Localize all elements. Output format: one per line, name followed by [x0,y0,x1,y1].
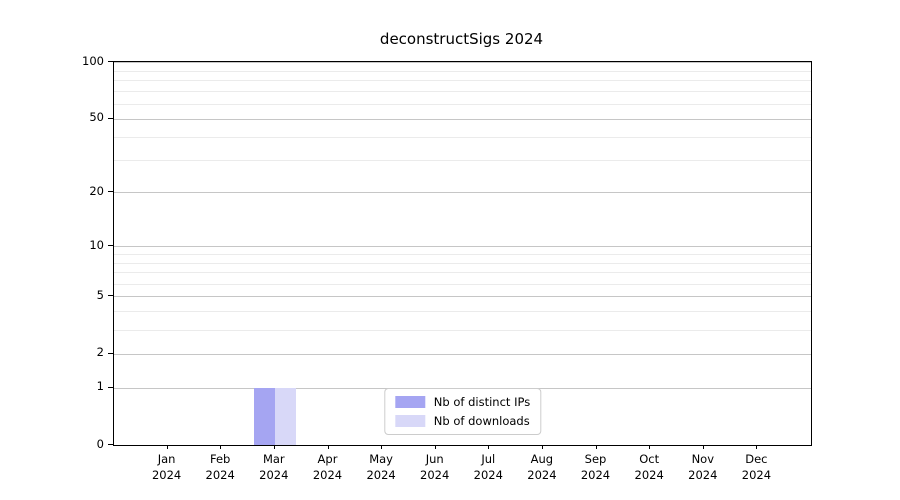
x-tick-8 [541,445,543,449]
legend: Nb of distinct IPs Nb of downloads [383,388,542,435]
y-tick-label-1: 1 [96,379,104,393]
x-tick-label-4: Apr 2024 [312,452,343,482]
y-tick-5 [108,295,113,297]
x-tick-label-10: Oct 2024 [634,452,664,482]
x-tick-label-1: Jan 2024 [151,452,182,482]
gridline-major-5 [114,296,811,298]
gridline-major-50 [114,118,811,120]
legend-label-downloads: Nb of downloads [433,414,530,428]
y-tick-10 [108,245,113,246]
x-tick-12 [756,445,758,449]
x-tick-3 [273,445,275,449]
bar-nb-of-distinct-ips-3 [253,387,275,445]
plot-area: Nb of distinct IPs Nb of downloads [113,61,812,446]
x-tick-label-3: Mar 2024 [259,452,289,482]
x-tick-label-5: May 2024 [366,452,396,482]
legend-label-distinct-ips: Nb of distinct IPs [433,395,531,409]
y-tick-2 [108,352,113,354]
gridline-major-2 [114,353,811,355]
y-tick-label-100: 100 [82,53,104,68]
gridline-minor-70 [114,91,811,93]
x-tick-label-11: Nov 2024 [688,452,718,482]
bar-nb-of-downloads-3 [274,387,296,445]
x-tick-5 [381,445,383,449]
chart-title: deconstructSigs 2024 [379,30,544,48]
gridline-minor-6 [114,283,811,285]
gridline-minor-30 [114,160,811,161]
y-tick-0 [108,444,113,445]
gridline-minor-80 [114,80,811,82]
gridline-minor-3 [114,330,811,331]
y-tick-label-0: 0 [96,436,104,451]
gridline-minor-90 [114,70,811,72]
gridline-minor-40 [114,136,811,138]
gridline-minor-60 [114,103,811,105]
x-tick-6 [434,445,436,449]
y-tick-1 [108,386,113,388]
x-tick-7 [488,445,490,449]
x-tick-4 [327,445,329,449]
x-tick-label-12: Dec 2024 [741,452,772,482]
x-tick-label-6: Jun 2024 [420,452,450,482]
x-tick-label-8: Aug 2024 [527,452,557,482]
gridline-major-10 [114,246,811,247]
gridline-minor-8 [114,262,811,264]
x-tick-label-2: Feb 2024 [205,452,235,482]
x-tick-9 [595,445,597,449]
legend-entry-downloads: Nb of downloads [394,414,530,428]
x-tick-label-7: Jul 2024 [473,452,503,482]
y-tick-100 [108,61,113,62]
legend-entry-distinct-ips: Nb of distinct IPs [394,395,531,409]
y-tick-label-50: 50 [89,110,104,125]
y-tick-label-2: 2 [96,345,104,360]
gridline-major-20 [114,192,811,194]
legend-swatch-distinct-ips [394,396,425,408]
x-tick-1 [166,445,168,449]
y-tick-50 [108,117,113,119]
gridline-minor-7 [114,272,811,274]
gridline-major-100 [114,62,811,63]
x-tick-11 [702,445,704,449]
gridline-minor-9 [114,253,811,255]
y-tick-label-5: 5 [96,287,104,302]
y-tick-20 [108,191,113,193]
x-tick-label-9: Sep 2024 [580,452,611,482]
gridline-minor-4 [114,311,811,313]
y-tick-label-10: 10 [89,237,104,252]
x-tick-10 [649,445,651,449]
y-tick-label-20: 20 [89,183,104,198]
legend-swatch-downloads [394,415,425,427]
x-tick-2 [220,445,222,449]
